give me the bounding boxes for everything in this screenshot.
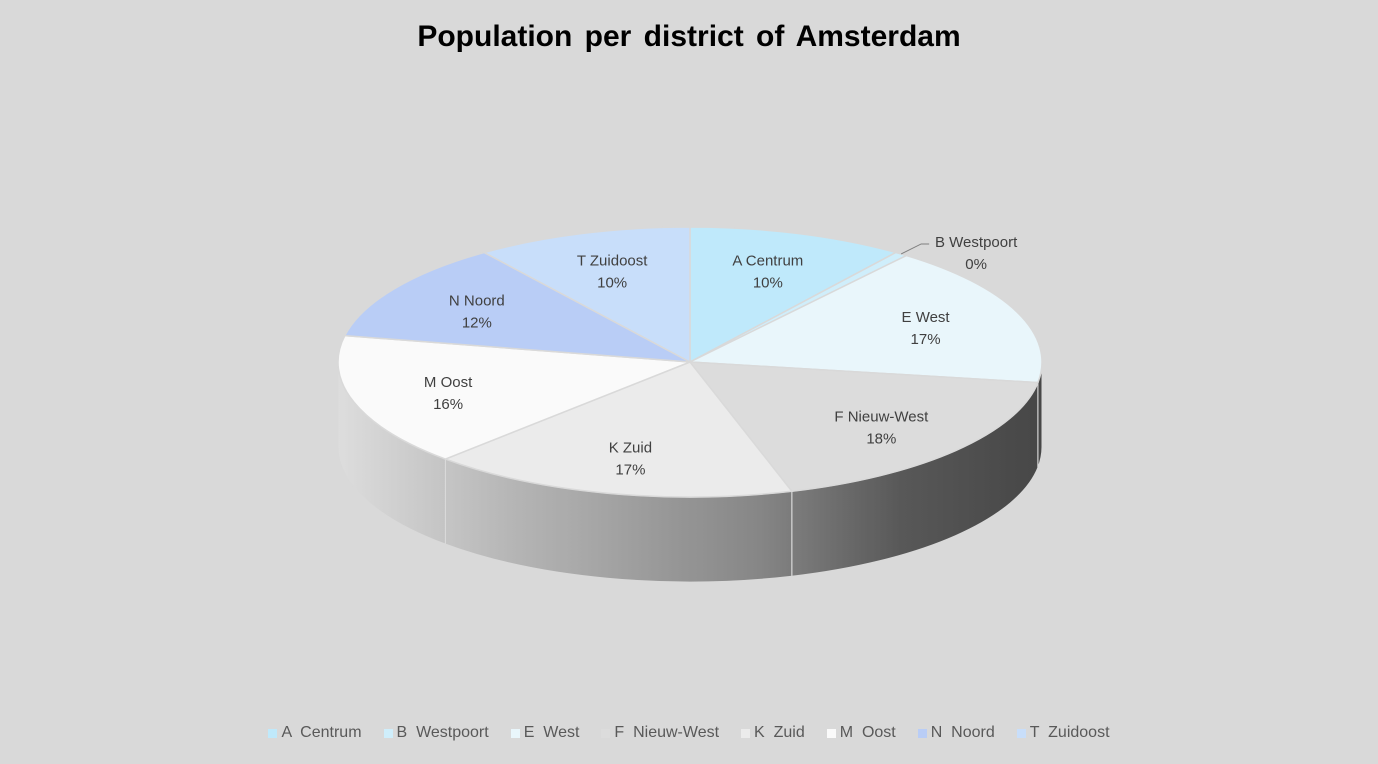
legend-label-f-nieuw-west: F Nieuw-West	[614, 724, 720, 741]
pie-slice-a-centrum	[689, 226, 898, 364]
legend-swatch-b-westpoort	[383, 728, 393, 738]
pie-slice-k-zuid	[443, 361, 794, 498]
data-label-category-n-noord: N Noord	[449, 292, 505, 309]
pie-slice-f-nieuw-west	[688, 361, 1039, 493]
legend-swatch-e-west	[510, 728, 520, 738]
data-label-category-t-zuidoost: T Zuidoost	[577, 253, 648, 270]
pie-slice-e-west	[687, 254, 1043, 384]
data-label-value-e-west: 17%	[911, 331, 941, 348]
leader-line-b-westpoort	[900, 243, 930, 255]
data-label-value-n-noord: 12%	[462, 314, 492, 331]
legend-item-f-nieuw-west: F Nieuw-West	[601, 724, 719, 742]
pie-side-wall	[338, 362, 1042, 582]
data-label-value-m-oost: 16%	[433, 396, 463, 413]
data-label-category-f-nieuw-west: F Nieuw-West	[834, 409, 929, 426]
legend-swatch-m-oost	[826, 728, 836, 738]
legend-label-m-oost: M Oost	[839, 724, 896, 741]
data-label-category-b-westpoort: B Westpoort	[935, 234, 1018, 251]
data-label-value-k-zuid: 17%	[615, 461, 645, 478]
legend-swatch-t-zuidoost	[1016, 728, 1026, 738]
legend-item-m-oost: M Oost	[826, 724, 896, 742]
legend-swatch-a-centrum	[268, 728, 278, 738]
chart-legend: A Centrum B Westpoort E West F Nieuw-West K …	[0, 724, 1378, 742]
data-label-category-a-centrum: A Centrum	[732, 253, 803, 270]
legend-item-k-zuid: K Zuid	[741, 724, 805, 742]
pie-slice-m-oost	[337, 334, 691, 460]
pie-slice-n-noord	[343, 251, 691, 363]
pie-label-layer: A Centrum 10% B Westpoort 0% E West 17% F Nieu…	[424, 234, 1018, 478]
legend-item-a-centrum: A Centrum	[268, 724, 362, 742]
data-label-value-a-centrum: 10%	[753, 275, 783, 292]
data-label-value-f-nieuw-west: 18%	[866, 431, 896, 448]
legend-swatch-f-nieuw-west	[601, 728, 611, 738]
legend-item-e-west: E West	[510, 724, 580, 742]
legend-label-a-centrum: A Centrum	[281, 724, 362, 741]
pie-side-layer	[337, 361, 1043, 583]
legend-swatch-k-zuid	[741, 728, 751, 738]
data-label-category-k-zuid: K Zuid	[609, 439, 652, 456]
legend-label-k-zuid: K Zuid	[754, 724, 805, 741]
pie-top-layer	[337, 226, 1043, 498]
legend-label-e-west: E West	[523, 724, 580, 741]
data-label-category-m-oost: M Oost	[424, 374, 473, 391]
legend-label-t-zuidoost: T Zuidoost	[1029, 724, 1110, 741]
data-label-category-e-west: E West	[902, 309, 951, 326]
pie-slice-t-zuidoost	[482, 226, 691, 364]
legend-label-n-noord: N Noord	[930, 724, 995, 741]
legend-item-n-noord: N Noord	[917, 724, 995, 742]
legend-item-t-zuidoost: T Zuidoost	[1016, 724, 1110, 742]
legend-item-b-westpoort: B Westpoort	[383, 724, 489, 742]
legend-label-b-westpoort: B Westpoort	[396, 724, 489, 741]
data-label-value-b-westpoort: 0%	[965, 256, 987, 273]
data-label-value-t-zuidoost: 10%	[597, 275, 627, 292]
chart-title: Population per district of Amsterdam	[417, 20, 961, 53]
legend-swatch-n-noord	[917, 728, 927, 738]
